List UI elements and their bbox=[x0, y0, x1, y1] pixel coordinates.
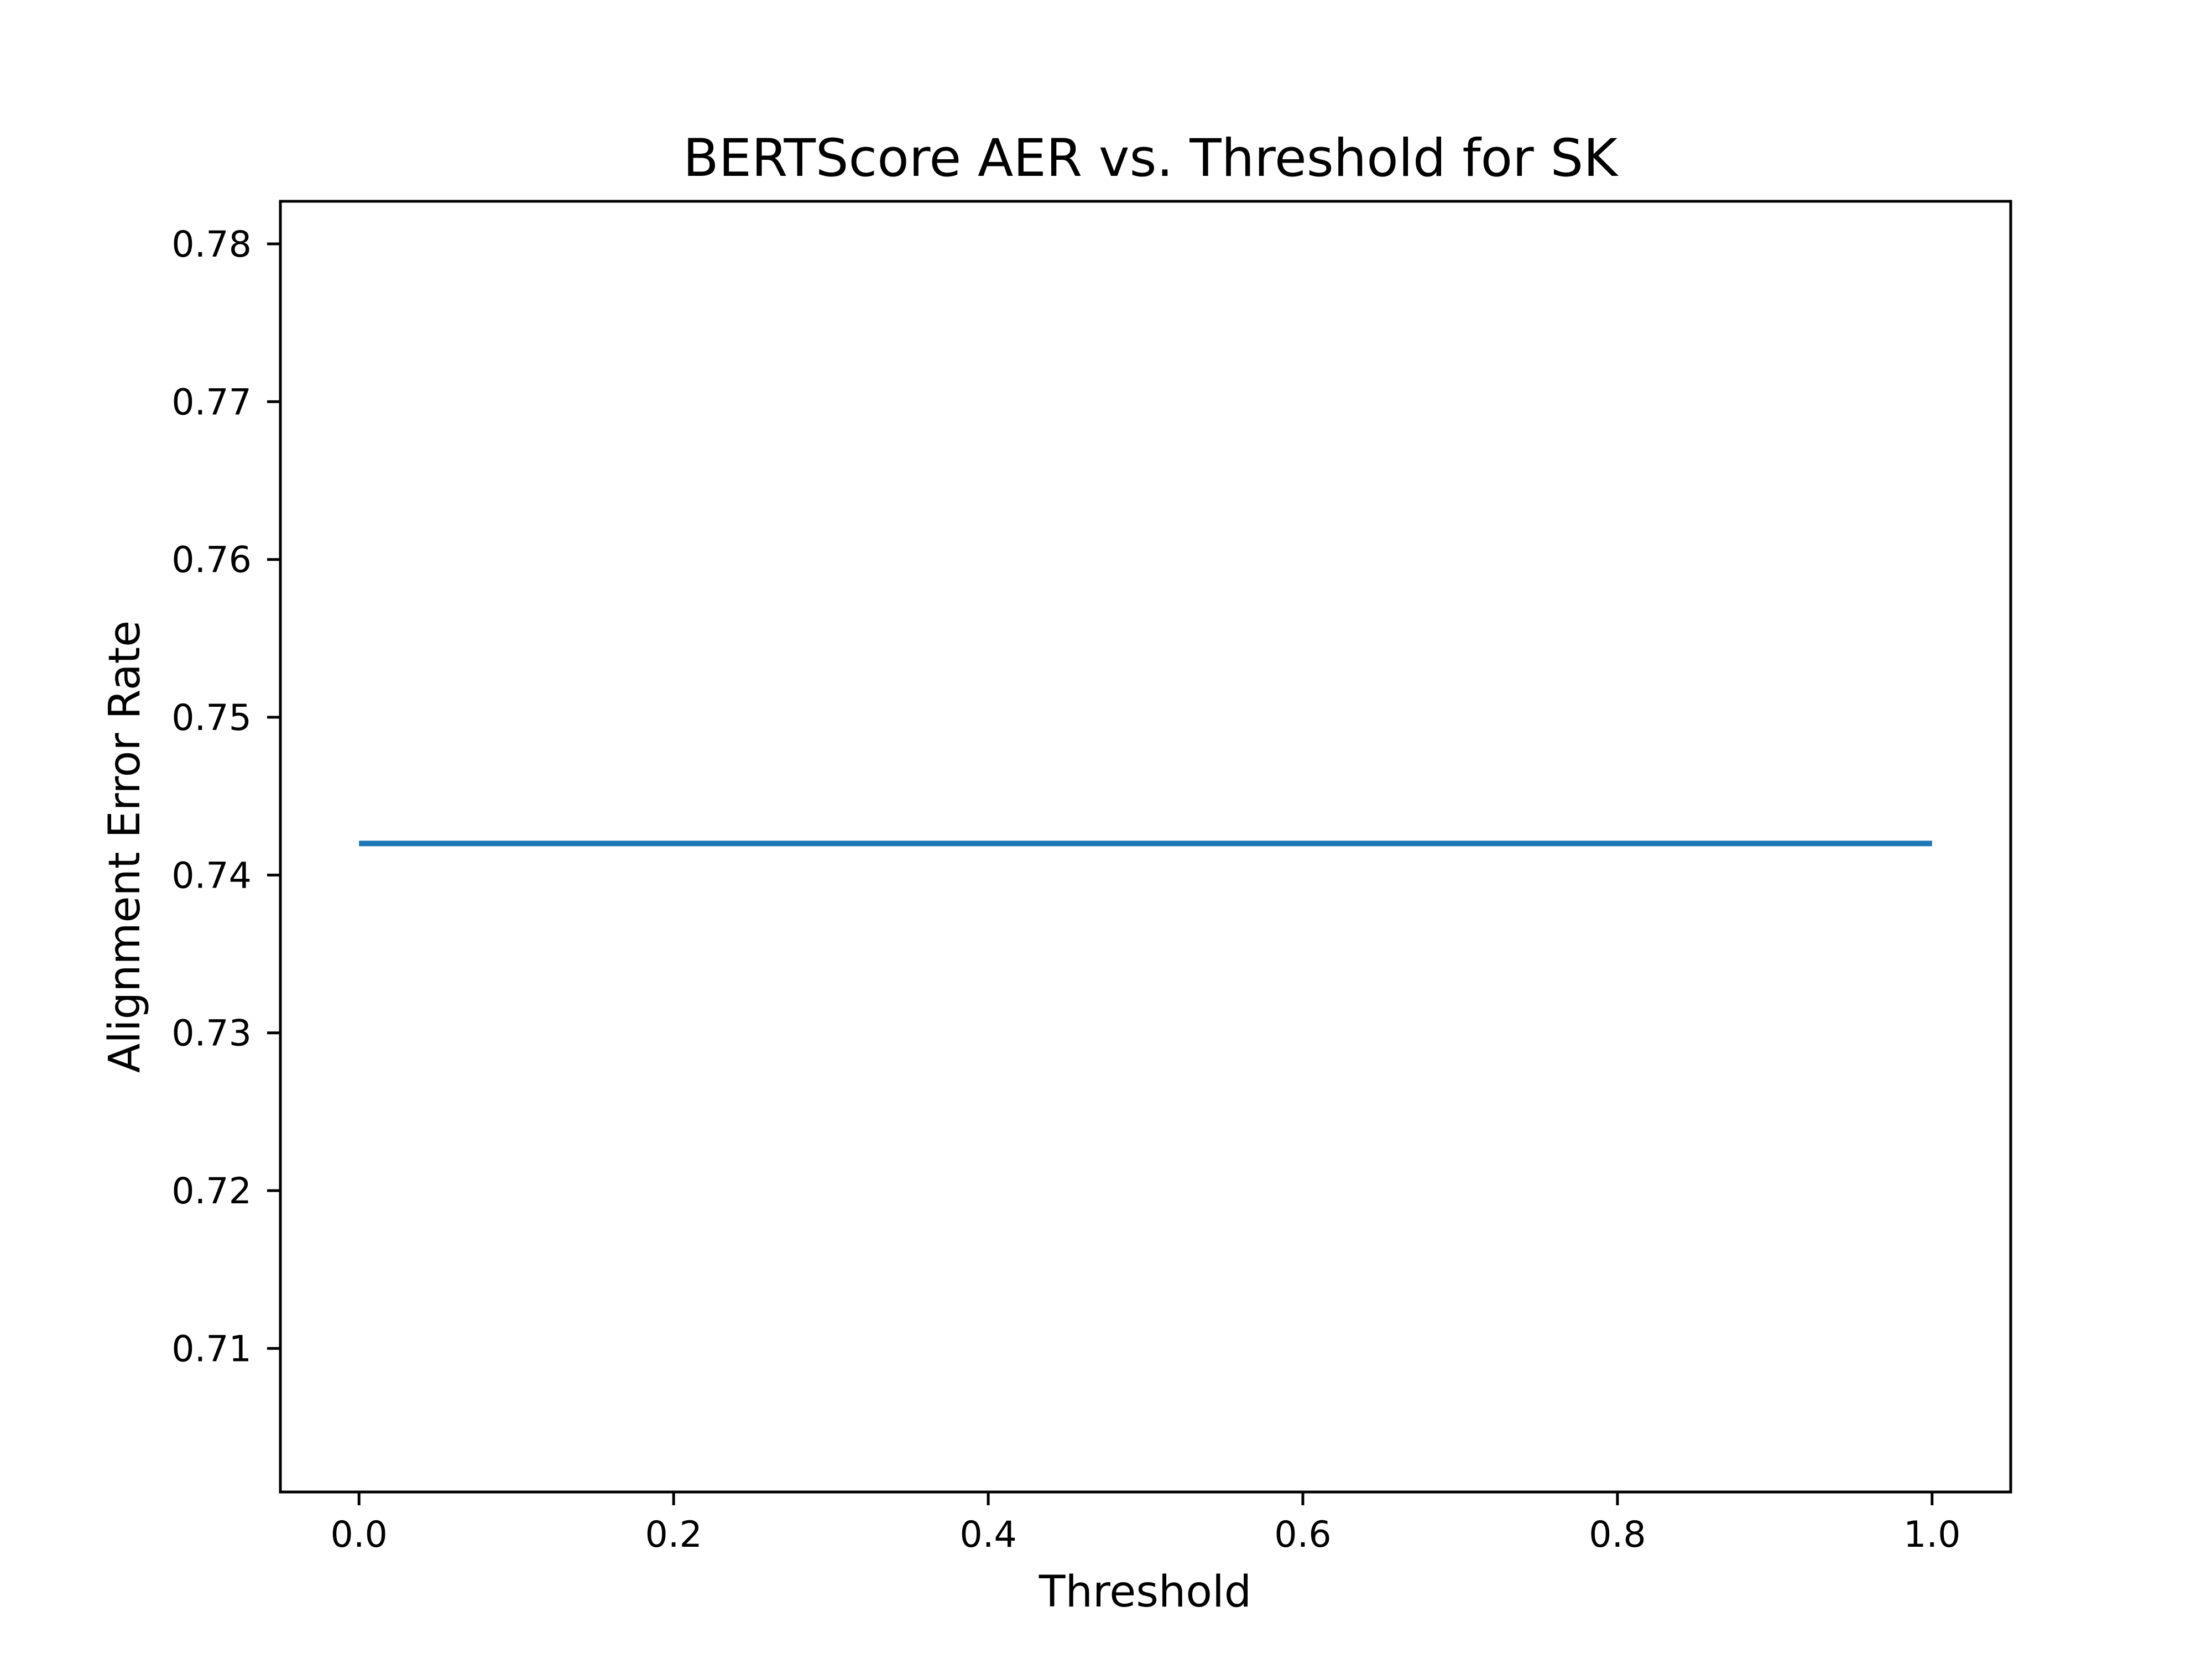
x-axis: 0.0 0.2 0.4 0.6 0.8 1.0 bbox=[331, 1492, 1960, 1556]
y-tick-label: 0.73 bbox=[171, 1013, 252, 1055]
y-tick-label: 0.75 bbox=[171, 697, 252, 739]
chart-title: BERTScore AER vs. Threshold for SK bbox=[683, 128, 1619, 189]
y-tick-label: 0.77 bbox=[171, 382, 252, 423]
y-tick-label: 0.71 bbox=[171, 1328, 252, 1370]
x-tick-label: 0.2 bbox=[645, 1514, 702, 1556]
x-tick-label: 0.4 bbox=[959, 1514, 1016, 1556]
y-tick-label: 0.74 bbox=[171, 855, 252, 896]
y-tick-label: 0.78 bbox=[171, 224, 252, 265]
y-tick-label: 0.76 bbox=[171, 540, 252, 581]
y-axis: 0.71 0.72 0.73 0.74 0.75 0.76 0.77 0.78 bbox=[171, 224, 280, 1370]
x-tick-label: 0.0 bbox=[331, 1514, 388, 1556]
y-axis-label: Alignment Error Rate bbox=[100, 620, 150, 1073]
x-tick-label: 1.0 bbox=[1903, 1514, 1960, 1556]
x-tick-label: 0.6 bbox=[1274, 1514, 1331, 1556]
x-axis-label: Threshold bbox=[1039, 1567, 1251, 1617]
x-tick-label: 0.8 bbox=[1589, 1514, 1646, 1556]
plot-frame bbox=[279, 200, 2012, 1494]
y-tick-label: 0.72 bbox=[171, 1171, 252, 1212]
